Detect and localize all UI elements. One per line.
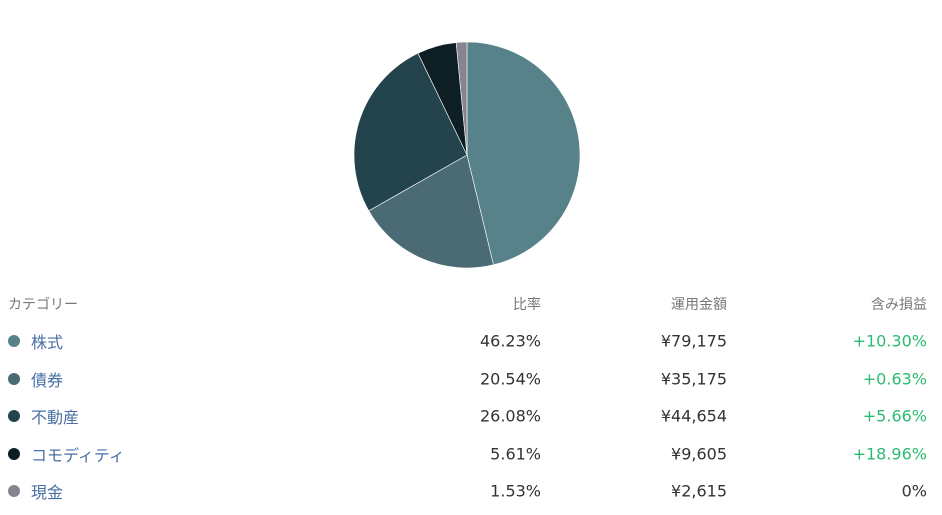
gain: 0% (901, 481, 927, 501)
legend-dot (8, 447, 20, 460)
category-name: コモディティ (31, 445, 125, 465)
column-header: 比率 (513, 297, 541, 313)
ratio: 1.53% (490, 481, 541, 501)
legend-dot (8, 335, 20, 347)
amount: ¥44,654 (660, 406, 727, 426)
gain: +5.66% (862, 406, 927, 426)
amount: ¥2,615 (671, 481, 727, 501)
category-name: 債券 (31, 370, 64, 390)
ratio: 26.08% (479, 406, 541, 426)
amount: ¥35,175 (660, 369, 727, 388)
pie-slice (455, 41, 468, 156)
category-name: 現金 (31, 483, 64, 502)
column-header: 含み損益 (871, 297, 927, 313)
category-name: 不動産 (31, 408, 80, 427)
legend-dot (8, 410, 20, 422)
pie-slice (353, 52, 468, 212)
column-header: 運用金額 (671, 297, 727, 313)
pie-chart (353, 41, 581, 269)
amount: ¥9,605 (671, 444, 727, 463)
ratio: 5.61% (490, 444, 541, 463)
gain: +0.63% (862, 369, 927, 388)
ratio: 20.54% (479, 369, 541, 388)
gain: +10.30% (852, 331, 927, 351)
pie-slice (368, 154, 494, 269)
column-header: カテゴリー (8, 297, 78, 313)
gain: +18.96% (852, 444, 927, 463)
amount: ¥79,175 (660, 331, 727, 351)
pie-slice (466, 41, 581, 266)
ratio: 46.23% (479, 331, 541, 351)
legend-dot (8, 372, 20, 385)
category-name: 株式 (31, 333, 64, 352)
legend-dot (8, 485, 20, 497)
